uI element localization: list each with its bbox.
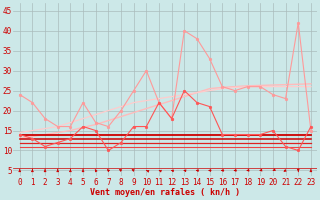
- X-axis label: Vent moyen/en rafales ( kn/h ): Vent moyen/en rafales ( kn/h ): [90, 188, 240, 197]
